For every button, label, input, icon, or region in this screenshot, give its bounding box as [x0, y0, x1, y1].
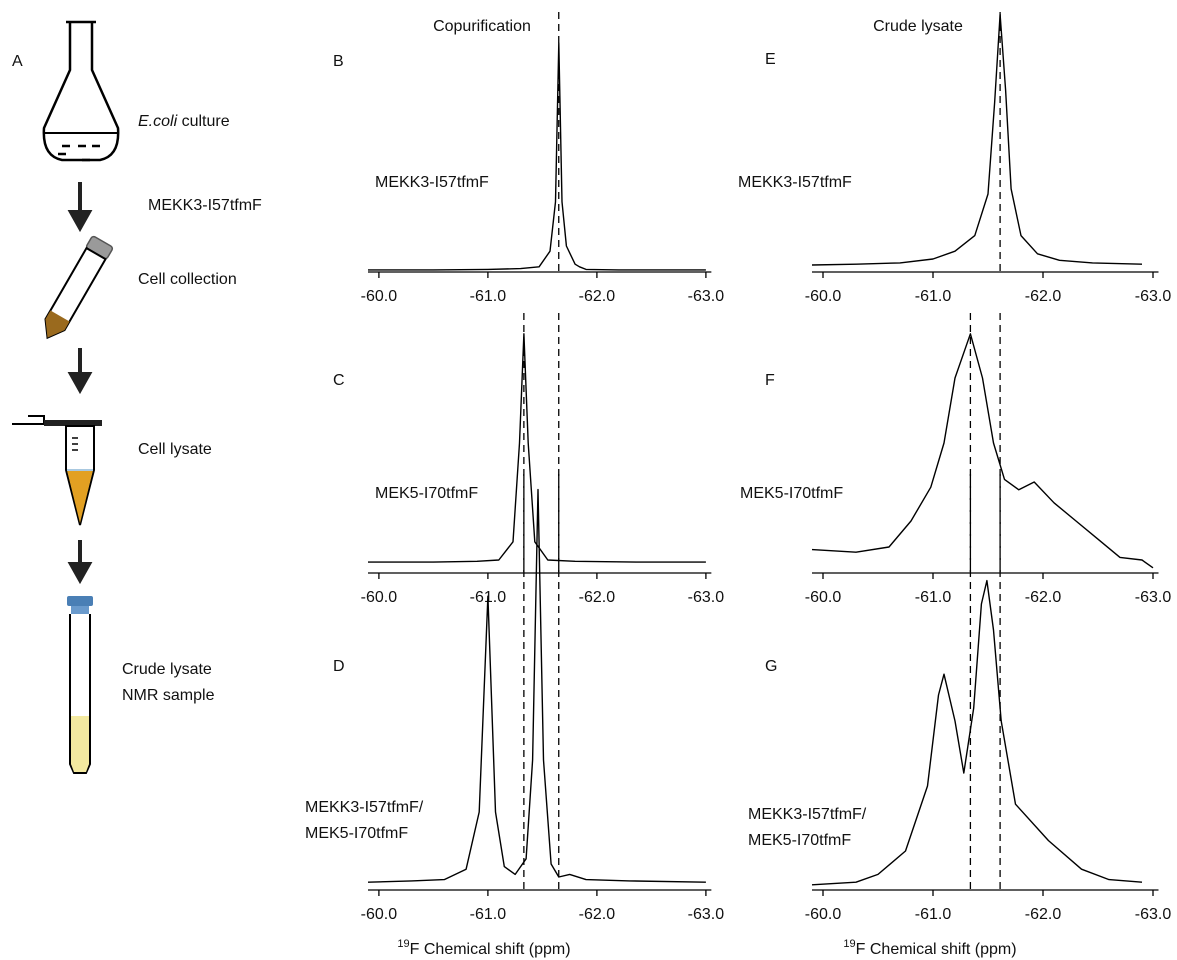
- x-axis-label: 19F Chemical shift (ppm): [397, 938, 570, 958]
- spectrum-line: [811, 579, 1143, 886]
- x-tick-label: -61.0: [915, 589, 952, 606]
- x-tick-label: -61.0: [915, 906, 952, 923]
- panel-a: A E.coli culture MEKK3-I57tfmF Cell coll…: [12, 20, 262, 774]
- sample-label: MEK5-I70tfmF: [748, 832, 851, 849]
- nmr-tube: [67, 596, 93, 774]
- panel-label: A: [12, 53, 23, 70]
- panel-label: D: [333, 658, 345, 675]
- x-axis-label-isotope: 19: [397, 938, 409, 950]
- spectrum-line: [367, 488, 706, 883]
- spectrum-panel: -60.0 -61.0 -62.0 -63.0 G MEKK3-I57tfmF/MEK5-…: [748, 474, 1171, 958]
- x-axis-label: 19F Chemical shift (ppm): [843, 938, 1016, 958]
- x-tick-label: -63.0: [1135, 906, 1172, 923]
- lysate-tube: [12, 415, 102, 526]
- x-tick-label: -60.0: [361, 906, 398, 923]
- x-tick-label: -60.0: [805, 288, 842, 305]
- x-tick-label: -60.0: [361, 589, 398, 606]
- panel-label: F: [765, 372, 775, 389]
- x-axis-label-isotope: 19: [843, 938, 855, 950]
- x-tick-label: -63.0: [1135, 589, 1172, 606]
- column-title: Copurification: [433, 18, 531, 35]
- spectrum-line: [368, 42, 706, 271]
- x-tick-label: -62.0: [579, 906, 616, 923]
- x-tick-label: -61.0: [915, 288, 952, 305]
- panel-label: B: [333, 53, 344, 70]
- spectrum-panel: -60.0 -61.0 -62.0 -63.0 E MEKK3-I57tfmF Crude …: [738, 12, 1171, 305]
- x-tick-label: -62.0: [579, 589, 616, 606]
- x-tick-label: -62.0: [1025, 906, 1062, 923]
- x-tick-label: -62.0: [1025, 589, 1062, 606]
- spectrum-panel: -60.0 -61.0 -62.0 -63.0 B MEKK3-I57tfmF Copuri…: [333, 12, 724, 305]
- arrow: [67, 182, 93, 233]
- cells-icon: [58, 144, 100, 162]
- sample-label: MEKK3-I57tfmF/: [748, 806, 867, 823]
- sample-text: NMR sample: [122, 687, 215, 704]
- x-tick-label: -62.0: [579, 288, 616, 305]
- panel-label: C: [333, 372, 345, 389]
- sample-label: MEKK3-I57tfmF: [375, 174, 489, 191]
- x-tick-label: -61.0: [470, 288, 507, 305]
- x-tick-label: -61.0: [470, 906, 507, 923]
- sample-label: MEKK3-I57tfmF: [738, 174, 852, 191]
- collection-tube: [44, 235, 114, 340]
- spectrum-line: [368, 333, 706, 563]
- flask-icon: [42, 20, 120, 162]
- collection-text: Cell collection: [138, 271, 237, 288]
- construct-text: MEKK3-I57tfmF: [148, 197, 262, 214]
- sample-label: MEK5-I70tfmF: [740, 485, 843, 502]
- x-tick-label: -63.0: [688, 288, 725, 305]
- x-tick-label: -60.0: [805, 589, 842, 606]
- lysate-text: Cell lysate: [138, 441, 212, 458]
- column-title: Crude lysate: [873, 18, 963, 35]
- panel-label: E: [765, 51, 776, 68]
- spectrum-panel: -60.0 -61.0 -62.0 -63.0 D MEKK3-I57tfmF/MEK5-…: [305, 474, 724, 958]
- spectrum-line: [811, 333, 1154, 569]
- organism: E.coli: [138, 113, 178, 130]
- x-tick-label: -60.0: [361, 288, 398, 305]
- x-tick-label: -60.0: [805, 906, 842, 923]
- x-tick-label: -63.0: [688, 589, 725, 606]
- culture-text: E.coli culture: [138, 113, 230, 130]
- spectrum-panel: -60.0 -61.0 -62.0 -63.0 F MEK5-I70tfmF: [740, 313, 1171, 606]
- sample-label: MEK5-I70tfmF: [305, 825, 408, 842]
- x-axis-label-text: F Chemical shift (ppm): [410, 941, 571, 958]
- arrow: [67, 540, 93, 585]
- sample-text: Crude lysate: [122, 661, 212, 678]
- culture: culture: [182, 113, 230, 130]
- panel-label: G: [765, 658, 777, 675]
- x-tick-label: -63.0: [688, 906, 725, 923]
- arrow: [67, 348, 93, 395]
- sample-label: MEK5-I70tfmF: [375, 485, 478, 502]
- sample-label: MEKK3-I57tfmF/: [305, 799, 424, 816]
- x-axis-label-text: F Chemical shift (ppm): [856, 941, 1017, 958]
- x-tick-label: -62.0: [1025, 288, 1062, 305]
- spectrum-line: [811, 13, 1143, 266]
- x-tick-label: -63.0: [1135, 288, 1172, 305]
